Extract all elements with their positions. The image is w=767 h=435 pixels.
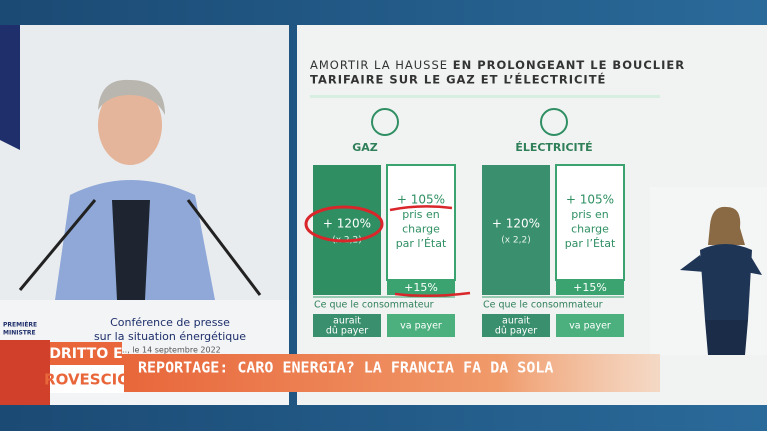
bar-bottom	[556, 280, 624, 295]
bar-value: + 120%	[323, 217, 371, 231]
title-rule	[310, 95, 660, 98]
icon	[371, 108, 399, 136]
logo-strip	[0, 340, 50, 405]
bar-note: charge	[402, 223, 440, 236]
button-text: aurait	[333, 316, 361, 327]
button	[556, 314, 624, 337]
logo-bottom	[50, 365, 124, 393]
annotation-underline	[389, 205, 453, 212]
caption: Ce que le consommateur	[483, 300, 603, 311]
bar-left	[313, 165, 381, 295]
podium-text: sur la situation énergétique	[94, 330, 246, 343]
slide-title: AMORTIR LA HAUSSE EN PROLONGEANT LE BOUC…	[310, 58, 685, 72]
banner	[120, 354, 660, 392]
bar-note: par l’État	[565, 237, 616, 250]
bar-note: pris en	[402, 208, 440, 221]
logo-text: ROVESCIO	[44, 371, 130, 389]
speaker-video	[0, 25, 289, 405]
banner-text: REPORTAGE: CARO ENERGIA? LA FRANCIA FA D…	[138, 359, 553, 377]
podium-text: Conférence de presse	[110, 316, 230, 329]
interpreter-video	[650, 187, 767, 355]
button-text: va payer	[400, 321, 442, 332]
office-text: PREMIÈRE	[3, 321, 37, 329]
logo-text: DRITTO E	[49, 346, 122, 362]
button	[482, 314, 550, 337]
button-text: dû payer	[326, 326, 368, 337]
bar-note: charge	[571, 223, 609, 236]
caption: Ce que le consommateur	[314, 300, 434, 311]
slide-title: TARIFAIRE SUR LE GAZ ET L’ÉLECTRICITÉ	[310, 72, 606, 87]
annotation-circle	[304, 205, 384, 243]
title-bold: EN PROLONGEANT LE BOUCLIER	[453, 58, 685, 72]
bar-note: par l’État	[396, 237, 447, 250]
title-light: AMORTIR LA HAUSSE	[310, 58, 448, 72]
bar-bottom-label: +15%	[573, 281, 607, 294]
office-text: MINISTRE	[3, 330, 36, 337]
bar-value: + 105%	[566, 193, 614, 207]
podium-text: …, le 14 septembre 2022	[119, 346, 221, 355]
bar-value: + 120%	[492, 217, 540, 231]
bar-value: + 105%	[397, 193, 445, 207]
button-text: va payer	[569, 321, 611, 332]
bar-note: (x 2,2)	[501, 236, 531, 246]
panel-title: GAZ	[352, 141, 378, 154]
button	[387, 314, 455, 337]
bar-bottom	[387, 280, 455, 295]
bar-note: pris en	[571, 208, 609, 221]
button	[313, 314, 381, 337]
button-text: aurait	[502, 316, 530, 327]
bar-left	[482, 165, 550, 295]
panel-title: ÉLECTRICITÉ	[515, 141, 592, 154]
bar-bottom-label: +15%	[404, 281, 438, 294]
annotation-underline	[394, 291, 471, 298]
button-text: dû payer	[495, 326, 537, 337]
icon	[540, 108, 568, 136]
logo-top	[50, 342, 122, 365]
